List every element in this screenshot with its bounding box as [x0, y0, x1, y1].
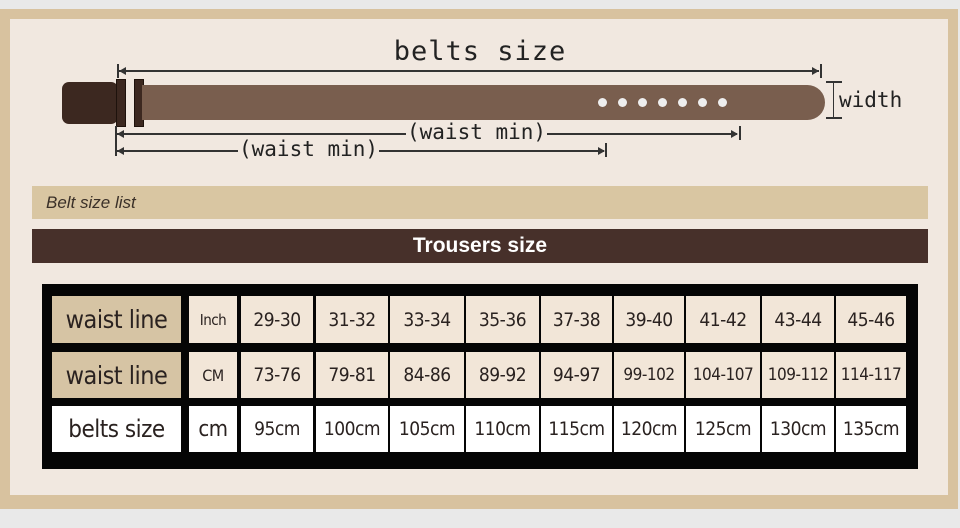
- table-cell: 35-36: [466, 296, 539, 343]
- belt-loop: [116, 79, 126, 127]
- table-cell: 29-30: [241, 296, 313, 343]
- dimension-tick: [117, 64, 119, 78]
- dimension-tick: [739, 126, 741, 140]
- belt-size-list-label: Belt size list: [46, 193, 136, 212]
- table-cell: 41-42: [686, 296, 760, 343]
- table-cell: 135cm: [836, 406, 906, 452]
- table-cell: 94-97: [541, 352, 612, 398]
- table-cell: 130cm: [762, 406, 834, 452]
- row-label: waist line: [52, 296, 181, 343]
- belt-hole: [638, 98, 647, 107]
- table-cell: 73-76: [241, 352, 313, 398]
- width-label: width: [838, 88, 904, 112]
- table-cell: 89-92: [466, 352, 539, 398]
- table-cell: 110cm: [466, 406, 539, 452]
- belt-size-list-bar: [32, 186, 928, 219]
- table-cell: 43-44: [762, 296, 834, 343]
- arrow-right-icon: [598, 147, 605, 155]
- dimension-tick: [115, 126, 117, 156]
- row-unit: CM: [189, 352, 237, 398]
- table-cell: 39-40: [614, 296, 684, 343]
- trousers-size-header: Trousers size: [32, 229, 928, 263]
- table-cell: 99-102: [614, 352, 684, 398]
- belt-hole: [698, 98, 707, 107]
- table-cell: 37-38: [541, 296, 612, 343]
- table-cell: 100cm: [316, 406, 388, 452]
- belt-hole: [718, 98, 727, 107]
- belt-buckle: [62, 82, 118, 124]
- belt-hole: [658, 98, 667, 107]
- waist-label-lower: (waist min): [238, 137, 380, 161]
- belt-hole: [678, 98, 687, 107]
- dimension-tick: [605, 143, 607, 157]
- table-cell: 115cm: [541, 406, 612, 452]
- row-label: belts size: [52, 406, 181, 452]
- dimension-tick: [820, 64, 822, 78]
- table-cell: 45-46: [836, 296, 906, 343]
- table-cell: 125cm: [686, 406, 760, 452]
- arrow-left-icon: [119, 67, 126, 75]
- width-dimension-line: [833, 82, 834, 118]
- arrow-left-icon: [117, 130, 124, 138]
- width-tick: [826, 117, 842, 119]
- table-cell: 31-32: [316, 296, 388, 343]
- table-cell: 104-107: [686, 352, 760, 398]
- table-cell: 84-86: [390, 352, 464, 398]
- belt-size-dimension-line: [119, 70, 819, 72]
- width-tick: [826, 81, 842, 83]
- arrow-left-icon: [117, 147, 124, 155]
- arrow-right-icon: [812, 67, 819, 75]
- belt-size-title: belts size: [393, 36, 567, 67]
- table-cell: 33-34: [390, 296, 464, 343]
- arrow-right-icon: [731, 130, 738, 138]
- table-cell: 109-112: [762, 352, 834, 398]
- row-unit: Inch: [189, 296, 237, 343]
- row-unit: cm: [189, 406, 237, 452]
- belt-strap: [142, 85, 825, 120]
- table-cell: 114-117: [836, 352, 906, 398]
- table-cell: 95cm: [241, 406, 313, 452]
- table-cell: 79-81: [316, 352, 388, 398]
- belt-hole: [618, 98, 627, 107]
- belt-hole: [598, 98, 607, 107]
- table-cell: 105cm: [390, 406, 464, 452]
- row-label: waist line: [52, 352, 181, 398]
- waist-label-upper: (waist min): [406, 120, 548, 144]
- table-cell: 120cm: [614, 406, 684, 452]
